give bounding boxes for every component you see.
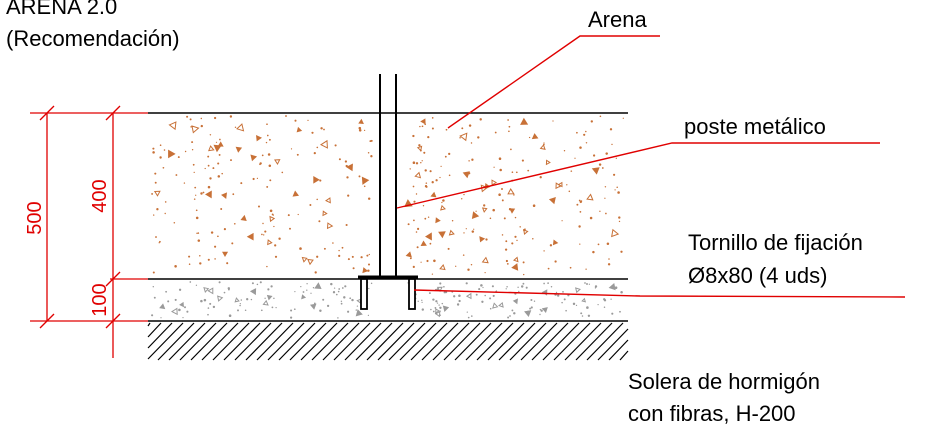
fixing-bolts <box>360 278 416 310</box>
drawing-title: ARENA 2.0 <box>6 0 117 19</box>
label-arena: Arena <box>588 7 647 32</box>
label-tornillo-line2: Ø8x80 (4 uds) <box>688 263 827 288</box>
ground-hatch <box>147 322 629 361</box>
dimension-base-layer: 100 <box>89 283 111 316</box>
dimension-lines <box>30 105 148 358</box>
metal-post <box>358 74 418 279</box>
label-solera-line1: Solera de hormigón <box>628 369 820 394</box>
leader-lines <box>396 35 906 298</box>
dimension-total: 500 <box>24 201 46 234</box>
concrete-fill-pattern <box>151 281 623 319</box>
label-tornillo-line1: Tornillo de fijación <box>688 230 863 255</box>
label-poste-metalico: poste metálico <box>684 114 826 139</box>
label-solera-line2: con fibras, H-200 <box>628 401 796 426</box>
sand-fill-pattern <box>151 115 624 276</box>
dimension-sand-layer: 400 <box>89 179 111 212</box>
drawing-subtitle: (Recomendación) <box>6 26 180 51</box>
